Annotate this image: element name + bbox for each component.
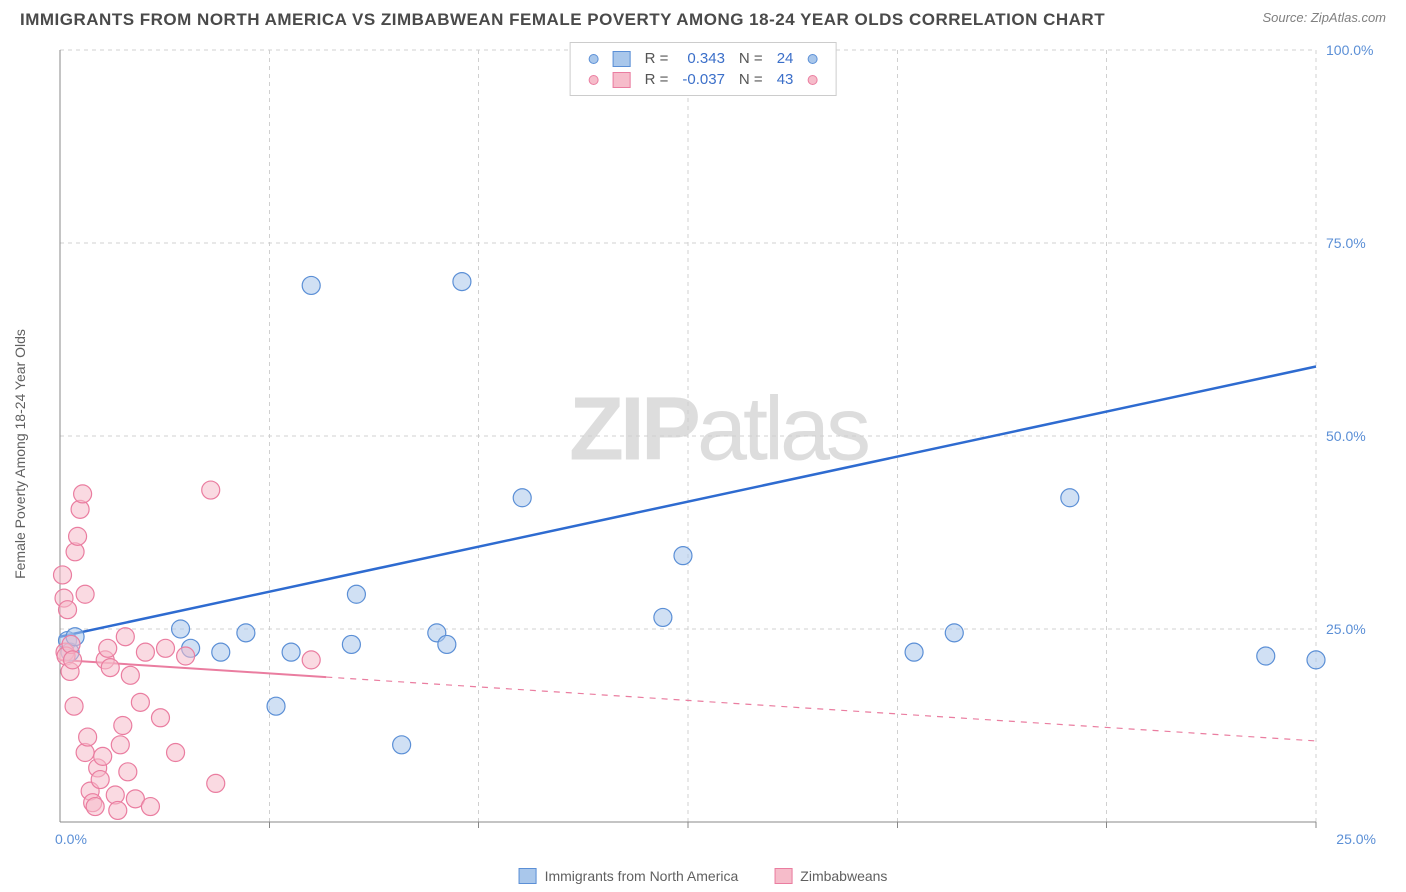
legend-item: Immigrants from North America xyxy=(519,868,739,884)
chart-area: Female Poverty Among 18-24 Year Olds ZIP… xyxy=(50,40,1386,852)
chart-title: IMMIGRANTS FROM NORTH AMERICA VS ZIMBABW… xyxy=(20,10,1105,30)
svg-text:0.0%: 0.0% xyxy=(55,831,87,847)
series-legend: Immigrants from North America Zimbabweans xyxy=(519,868,888,884)
svg-text:50.0%: 50.0% xyxy=(1326,428,1366,444)
y-axis-label: Female Poverty Among 18-24 Year Olds xyxy=(12,329,28,579)
correlation-legend: R =0.343N =24R =-0.037N =43 xyxy=(570,42,837,96)
svg-text:25.0%: 25.0% xyxy=(1336,831,1376,847)
svg-text:25.0%: 25.0% xyxy=(1326,621,1366,637)
scatter-plot: 25.0% 50.0% 75.0% 100.0% 0.0% 25.0% xyxy=(50,40,1386,852)
svg-text:100.0%: 100.0% xyxy=(1326,42,1373,58)
svg-text:75.0%: 75.0% xyxy=(1326,235,1366,251)
source-attribution: Source: ZipAtlas.com xyxy=(1262,10,1386,25)
legend-item: Zimbabweans xyxy=(774,868,887,884)
